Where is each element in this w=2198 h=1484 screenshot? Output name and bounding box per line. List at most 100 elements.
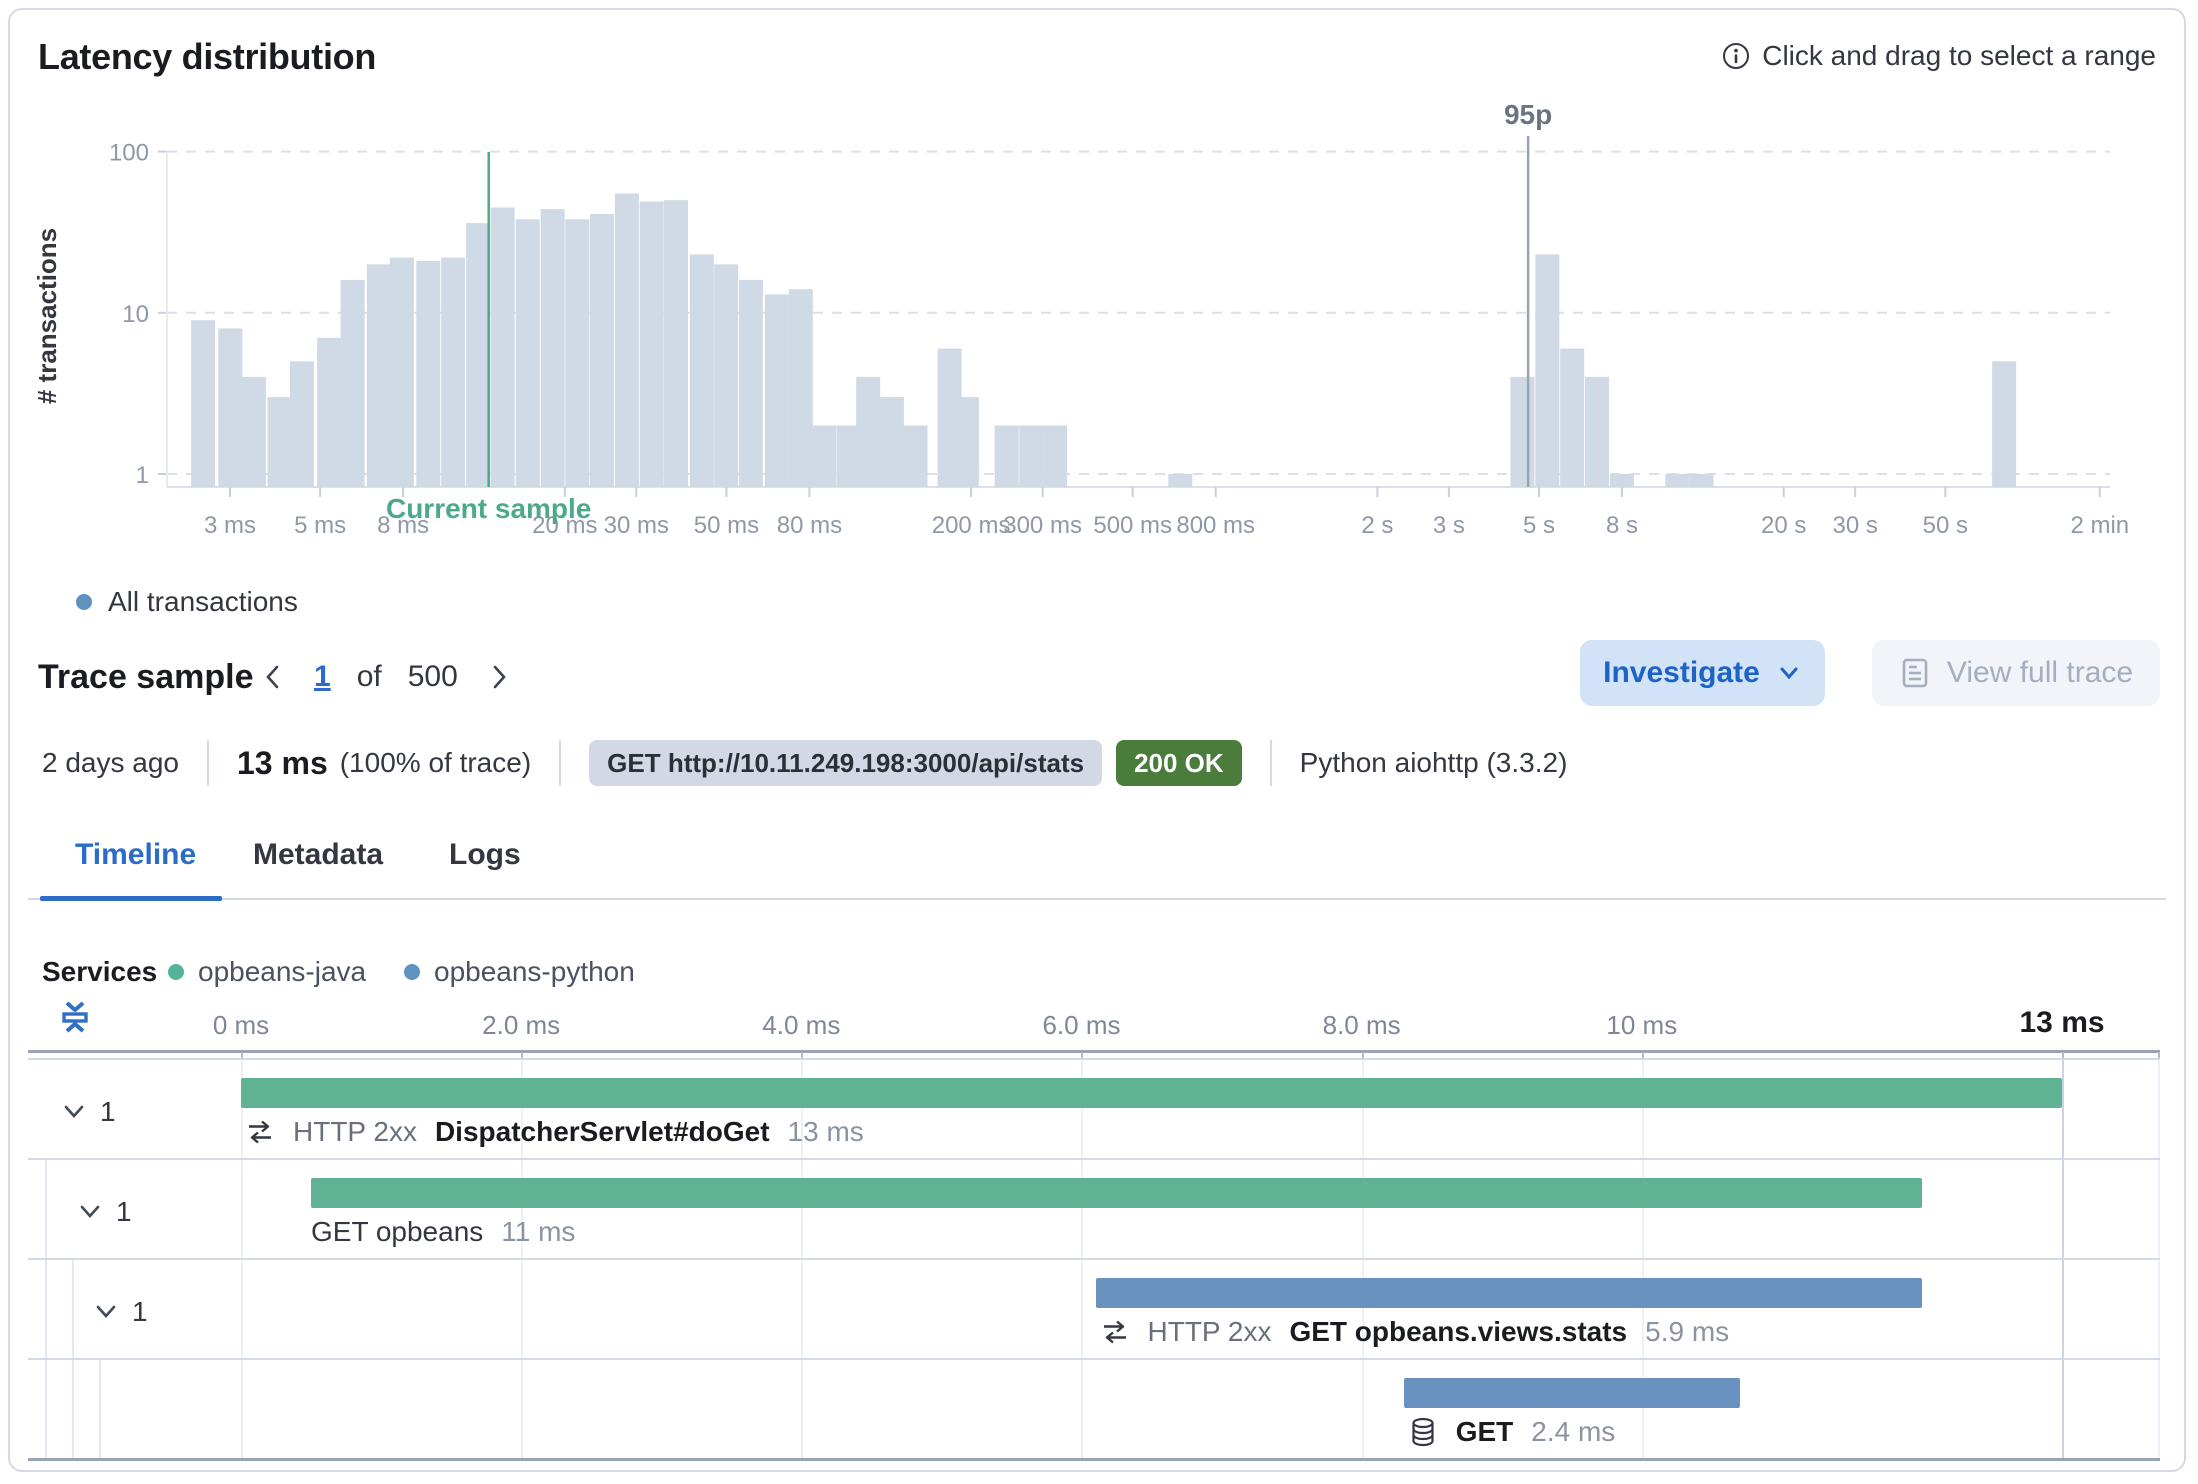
tab-metadata[interactable]: Metadata <box>253 838 384 871</box>
histogram-bar <box>1585 376 1609 487</box>
svg-text:500 ms: 500 ms <box>1093 512 1172 539</box>
span-name: DispatcherServlet#doGet <box>434 1116 770 1147</box>
investigate-button[interactable]: Investigate <box>1580 640 1825 706</box>
histogram-bar <box>1043 425 1068 487</box>
histogram-bar <box>1992 361 2017 487</box>
svg-text:200 ms: 200 ms <box>932 512 1011 539</box>
current-page-link[interactable]: 1 <box>314 660 331 693</box>
ruler-tick <box>801 1052 804 1062</box>
view-full-trace-label: View full trace <box>1946 656 2134 689</box>
waterfall-row[interactable]: 1 HTTP 2xx GET opbeans.views.stats 5.9 ms <box>28 1258 2160 1358</box>
histogram-bar <box>1510 376 1535 487</box>
view-full-trace-button[interactable]: View full trace <box>1872 640 2160 706</box>
next-page-button[interactable] <box>484 660 514 694</box>
active-tab-underline <box>40 896 222 901</box>
separator <box>207 740 209 786</box>
document-icon <box>1902 658 1928 688</box>
svg-text:50 ms: 50 ms <box>694 512 759 539</box>
ruler-tick <box>2158 1052 2160 1062</box>
ruler-tick-label: 4.0 ms <box>762 1010 841 1040</box>
histogram-bar <box>954 397 979 487</box>
waterfall-row[interactable]: 1 HTTP 2xx DispatcherServlet#doGet 13 ms <box>28 1058 2160 1158</box>
histogram-bar <box>416 260 441 487</box>
span-bar[interactable] <box>1095 1278 1922 1308</box>
row-expand-toggle[interactable]: 1 <box>92 1296 148 1328</box>
timeline-ruler: 0 ms 2.0 ms 4.0 ms 6.0 ms 8.0 ms 10 ms 13 ms <box>28 1006 2160 1062</box>
histogram-bar <box>1019 425 1044 487</box>
tab-timeline[interactable]: Timeline <box>75 838 197 871</box>
histogram-bar <box>218 328 243 487</box>
service-legend-java[interactable]: opbeans-java <box>168 956 366 988</box>
histogram-bar <box>764 294 789 487</box>
span-label[interactable]: GET opbeans 11 ms <box>311 1214 575 1250</box>
ruler-tick <box>1081 1052 1084 1062</box>
span-name: GET opbeans.views.stats <box>1289 1316 1628 1347</box>
tab-logs[interactable]: Logs <box>449 838 521 871</box>
svg-text:80 ms: 80 ms <box>777 512 842 539</box>
histogram-bar <box>788 289 813 487</box>
latency-histogram[interactable]: 1 10 100 3 ms 5 ms 8 ms 20 ms 30 ms 50 ms 80 ms 20… <box>10 80 2184 580</box>
histogram-bar <box>191 320 216 487</box>
services-label: Services <box>42 956 158 987</box>
svg-text:3 ms: 3 ms <box>204 512 256 539</box>
histogram-bar <box>1689 474 1714 487</box>
request-badge[interactable]: GET http://10.11.249.198:3000/api/stats <box>589 740 1103 786</box>
ruler-tick-label: 0 ms <box>212 1010 270 1040</box>
span-label[interactable]: HTTP 2xx GET opbeans.views.stats 5.9 ms <box>1100 1314 1729 1350</box>
span-name: GET <box>1455 1416 1514 1447</box>
range-hint: Click and drag to select a range <box>1722 40 2156 72</box>
child-count: 1 <box>100 1096 116 1127</box>
ruler-total-label: 13 ms <box>2019 1006 2105 1039</box>
histogram-bar <box>441 257 466 487</box>
histogram-bar <box>490 207 515 487</box>
ruler-tick <box>2062 1052 2065 1062</box>
row-expand-toggle[interactable]: 1 <box>60 1096 116 1128</box>
prev-page-button[interactable] <box>258 660 288 694</box>
span-bar[interactable] <box>311 1178 1922 1208</box>
chevron-down-icon <box>96 1305 116 1318</box>
fold-icon <box>62 1001 88 1033</box>
legend-item-all-transactions[interactable]: All transactions <box>76 586 298 618</box>
chevron-down-icon <box>64 1105 84 1118</box>
waterfall-row[interactable]: 1 GET opbeans 11 ms <box>28 1158 2160 1258</box>
span-label[interactable]: HTTP 2xx DispatcherServlet#doGet 13 ms <box>245 1114 864 1150</box>
pagination-of-label: of <box>356 660 382 693</box>
svg-text:20 ms: 20 ms <box>532 512 597 539</box>
range-hint-text: Click and drag to select a range <box>1762 40 2156 71</box>
service-dot-icon <box>168 964 184 980</box>
svg-text:8 s: 8 s <box>1606 512 1638 539</box>
current-sample-label: Current sample <box>386 493 591 524</box>
svg-text:10: 10 <box>122 301 149 328</box>
ruler-tick-label: 8.0 ms <box>1322 1010 1401 1040</box>
ruler-tick-label: 2.0 ms <box>482 1010 561 1040</box>
histogram-bar <box>1535 254 1560 487</box>
waterfall-row[interactable]: GET 2.4 ms <box>28 1358 2160 1458</box>
transaction-icon <box>249 1120 271 1144</box>
histogram-bar <box>856 376 881 487</box>
service-name: opbeans-java <box>198 956 367 987</box>
histogram-bar <box>879 397 904 487</box>
span-bar[interactable] <box>1403 1378 1740 1408</box>
svg-text:8 ms: 8 ms <box>377 512 429 539</box>
status-badge: 200 OK <box>1116 740 1242 786</box>
ruler-tick <box>1361 1052 1364 1062</box>
span-prefix: HTTP 2xx <box>1147 1316 1272 1347</box>
total-pages: 500 <box>407 660 458 693</box>
svg-text:20 s: 20 s <box>1761 512 1806 539</box>
span-duration: 13 ms <box>787 1116 864 1147</box>
trace-metadata-row: 2 days ago 13 ms (100% of trace) GET htt… <box>42 738 1567 788</box>
span-label[interactable]: GET 2.4 ms <box>1408 1414 1616 1450</box>
histogram-bar <box>366 264 391 487</box>
fold-timeline-button[interactable] <box>56 998 94 1041</box>
histogram-bar <box>340 279 365 487</box>
span-duration: 2.4 ms <box>1531 1416 1616 1447</box>
span-bar[interactable] <box>241 1078 2062 1108</box>
agent-name: Python aiohttp (3.3.2) <box>1299 747 1568 778</box>
row-expand-toggle[interactable]: 1 <box>76 1196 132 1228</box>
svg-text:300 ms: 300 ms <box>1003 512 1082 539</box>
histogram-bar <box>614 193 639 487</box>
trace-duration: 13 ms <box>237 744 328 781</box>
histogram-bar <box>738 279 763 487</box>
service-legend-python[interactable]: opbeans-python <box>404 956 635 988</box>
